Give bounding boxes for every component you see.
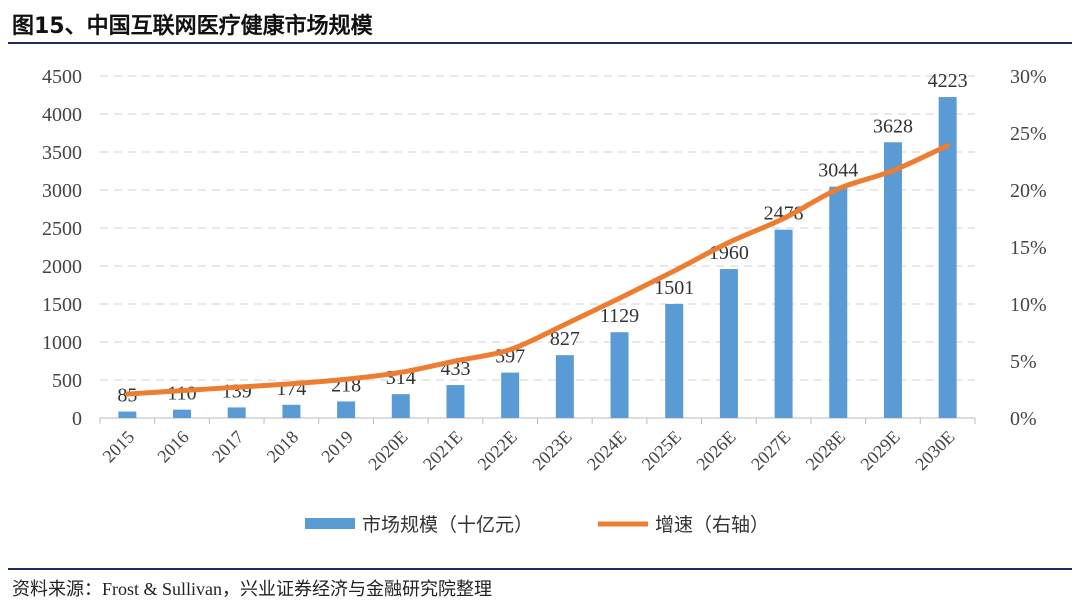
y-left-tick-label: 1000 xyxy=(42,332,82,354)
x-tick-label: 2030E xyxy=(911,427,958,474)
y-left-tick-label: 3000 xyxy=(42,180,82,202)
bar xyxy=(883,142,902,418)
legend-line-label: 增速（右轴） xyxy=(655,514,769,536)
x-tick-label: 2025E xyxy=(638,427,685,474)
x-tick-label: 2022E xyxy=(474,427,521,474)
x-tick-label: 2029E xyxy=(856,427,903,474)
y-right-tick-label: 30% xyxy=(1010,66,1047,88)
x-tick-label: 2015 xyxy=(99,427,139,467)
data-label: 1129 xyxy=(600,305,639,327)
y-left-tick-label: 500 xyxy=(52,370,82,392)
bar xyxy=(665,303,684,418)
x-tick-label: 2017 xyxy=(208,427,248,467)
bar xyxy=(555,355,574,418)
title-divider xyxy=(8,42,1072,44)
bar xyxy=(938,97,957,418)
y-left-tick-label: 4000 xyxy=(42,104,82,126)
bar xyxy=(446,385,465,418)
data-label: 1960 xyxy=(709,242,749,264)
x-tick-label: 2024E xyxy=(583,427,630,474)
y-right-tick-label: 25% xyxy=(1010,123,1047,145)
growth-line xyxy=(124,143,951,397)
y-left-tick-label: 0 xyxy=(72,408,82,430)
bar xyxy=(719,269,738,418)
data-label: 827 xyxy=(550,328,580,350)
bar xyxy=(173,409,192,418)
x-tick-label: 2018 xyxy=(263,427,303,467)
data-label: 4223 xyxy=(928,70,968,92)
y-right-tick-label: 20% xyxy=(1010,180,1047,202)
data-label: 139 xyxy=(222,380,252,402)
bar xyxy=(391,394,410,418)
y-left-tick-label: 4500 xyxy=(42,66,82,88)
y-left-tick-label: 2000 xyxy=(42,256,82,278)
source-note: 资料来源：Frost & Sullivan，兴业证券经济与金融研究院整理 xyxy=(12,579,493,599)
x-tick-label: 2019 xyxy=(317,427,357,467)
y-right-tick-label: 15% xyxy=(1010,237,1047,259)
bar xyxy=(610,332,629,418)
data-label: 3628 xyxy=(873,115,913,137)
bar xyxy=(501,372,520,418)
y-left-tick-label: 3500 xyxy=(42,142,82,164)
data-label: 2478 xyxy=(764,203,804,225)
y-left-tick-label: 2500 xyxy=(42,218,82,240)
x-tick-label: 2026E xyxy=(692,427,739,474)
x-tick-label: 2016 xyxy=(153,427,193,467)
bar xyxy=(774,229,793,418)
data-label: 3044 xyxy=(818,160,858,182)
bar xyxy=(227,407,246,418)
bar xyxy=(337,401,356,418)
chart-title: 图15、中国互联网医疗健康市场规模 xyxy=(12,14,373,39)
x-tick-label: 2028E xyxy=(802,427,849,474)
y-right-tick-label: 0% xyxy=(1010,408,1037,430)
source-divider xyxy=(8,568,1072,570)
y-right-tick-label: 10% xyxy=(1010,294,1047,316)
y-right-tick-label: 5% xyxy=(1010,351,1037,373)
y-left-tick-label: 1500 xyxy=(42,294,82,316)
x-tick-label: 2023E xyxy=(528,427,575,474)
legend-bar-label: 市场规模（十亿元） xyxy=(362,514,533,536)
x-tick-label: 2021E xyxy=(419,427,466,474)
bar xyxy=(118,411,137,418)
x-tick-label: 2020E xyxy=(364,427,411,474)
bar xyxy=(829,186,848,418)
bar xyxy=(282,404,301,418)
x-tick-label: 2027E xyxy=(747,427,794,474)
data-label: 1501 xyxy=(654,277,694,299)
legend-bar-swatch xyxy=(305,518,355,529)
